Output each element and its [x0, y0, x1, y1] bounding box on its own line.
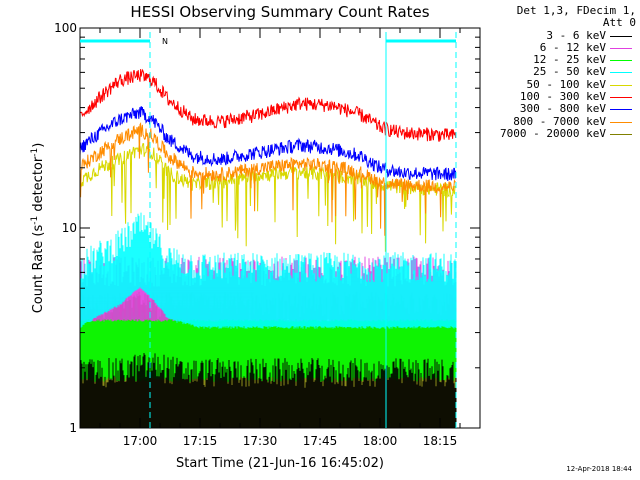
- x-tick-label: 17:15: [183, 434, 218, 448]
- y-tick-label: 10: [62, 221, 77, 235]
- series-line-6: [79, 106, 457, 182]
- legend-entry: 3 - 6 keV: [468, 28, 636, 42]
- legend-label: 100 - 300 keV: [519, 90, 606, 104]
- axis-marks: N 100 10 1 17:00 17:15 17:30 17:45 18:00 18:15: [54, 21, 480, 448]
- y-axis-label-end: ): [31, 143, 46, 148]
- y-axis-label-main: Count Rate (s: [31, 225, 46, 314]
- legend-entry: 7000 - 20000 keV: [468, 126, 636, 140]
- legend-swatch: [610, 121, 632, 123]
- y-axis-label-mid: detector: [31, 156, 46, 216]
- x-tick-label: 18:00: [363, 434, 398, 448]
- legend-label: 25 - 50 keV: [533, 65, 606, 79]
- legend-entry: 6 - 12 keV: [468, 40, 636, 54]
- x-tick-label: 18:15: [423, 434, 458, 448]
- series-line-5: [79, 68, 457, 143]
- legend-header-line2: Att 0: [602, 16, 636, 30]
- y-tick-label: 100: [54, 21, 77, 35]
- x-axis-label: Start Time (21-Jun-16 16:45:02): [176, 456, 384, 471]
- legend-label: 300 - 800 keV: [519, 102, 606, 116]
- legend-entry: 50 - 100 keV: [468, 77, 636, 91]
- legend-entry: 300 - 800 keV: [468, 103, 636, 115]
- x-tick-label: 17:45: [303, 434, 338, 448]
- legend-label: 800 - 7000 keV: [513, 114, 606, 128]
- x-tick-label: 17:00: [123, 434, 158, 448]
- y-axis-label: Count Rate (s-1 detector-1): [30, 143, 46, 314]
- legend-swatch: [610, 133, 632, 135]
- legend-label: 6 - 12 keV: [539, 40, 606, 54]
- legend-swatch: [610, 35, 632, 37]
- legend-swatch: [610, 84, 632, 86]
- plot-marks: [79, 68, 457, 428]
- y-tick-label: 1: [69, 421, 77, 435]
- legend: Det 1,3, FDecim 1, Att 0 3 - 6 keV 6 - 1…: [468, 4, 636, 140]
- night-marker-label: N: [162, 37, 168, 46]
- x-tick-label: 17:30: [243, 434, 278, 448]
- legend-label: 12 - 25 keV: [533, 53, 606, 67]
- legend-swatch: [610, 109, 632, 111]
- legend-entry: 100 - 300 keV: [468, 90, 636, 104]
- legend-swatch: [610, 72, 632, 74]
- legend-header-line1: Det 1,3, FDecim 1,: [516, 4, 636, 17]
- series-line-7: [79, 122, 456, 236]
- legend-entry: 25 - 50 keV: [468, 66, 636, 78]
- legend-entry: 800 - 7000 keV: [468, 114, 636, 128]
- y-axis-label-sup1: -1: [30, 216, 40, 225]
- render-timestamp: 12-Apr-2018 18:44: [566, 465, 632, 473]
- legend-swatch: [610, 97, 632, 99]
- chart-title: HESSI Observing Summary Count Rates: [130, 3, 429, 21]
- legend-label: 7000 - 20000 keV: [500, 126, 606, 140]
- y-axis-label-sup2: -1: [30, 148, 40, 157]
- legend-entry: 12 - 25 keV: [468, 54, 636, 66]
- legend-label: 50 - 100 keV: [526, 77, 606, 91]
- legend-label: 3 - 6 keV: [546, 28, 606, 42]
- legend-swatch: [610, 60, 632, 62]
- legend-swatch: [610, 47, 632, 49]
